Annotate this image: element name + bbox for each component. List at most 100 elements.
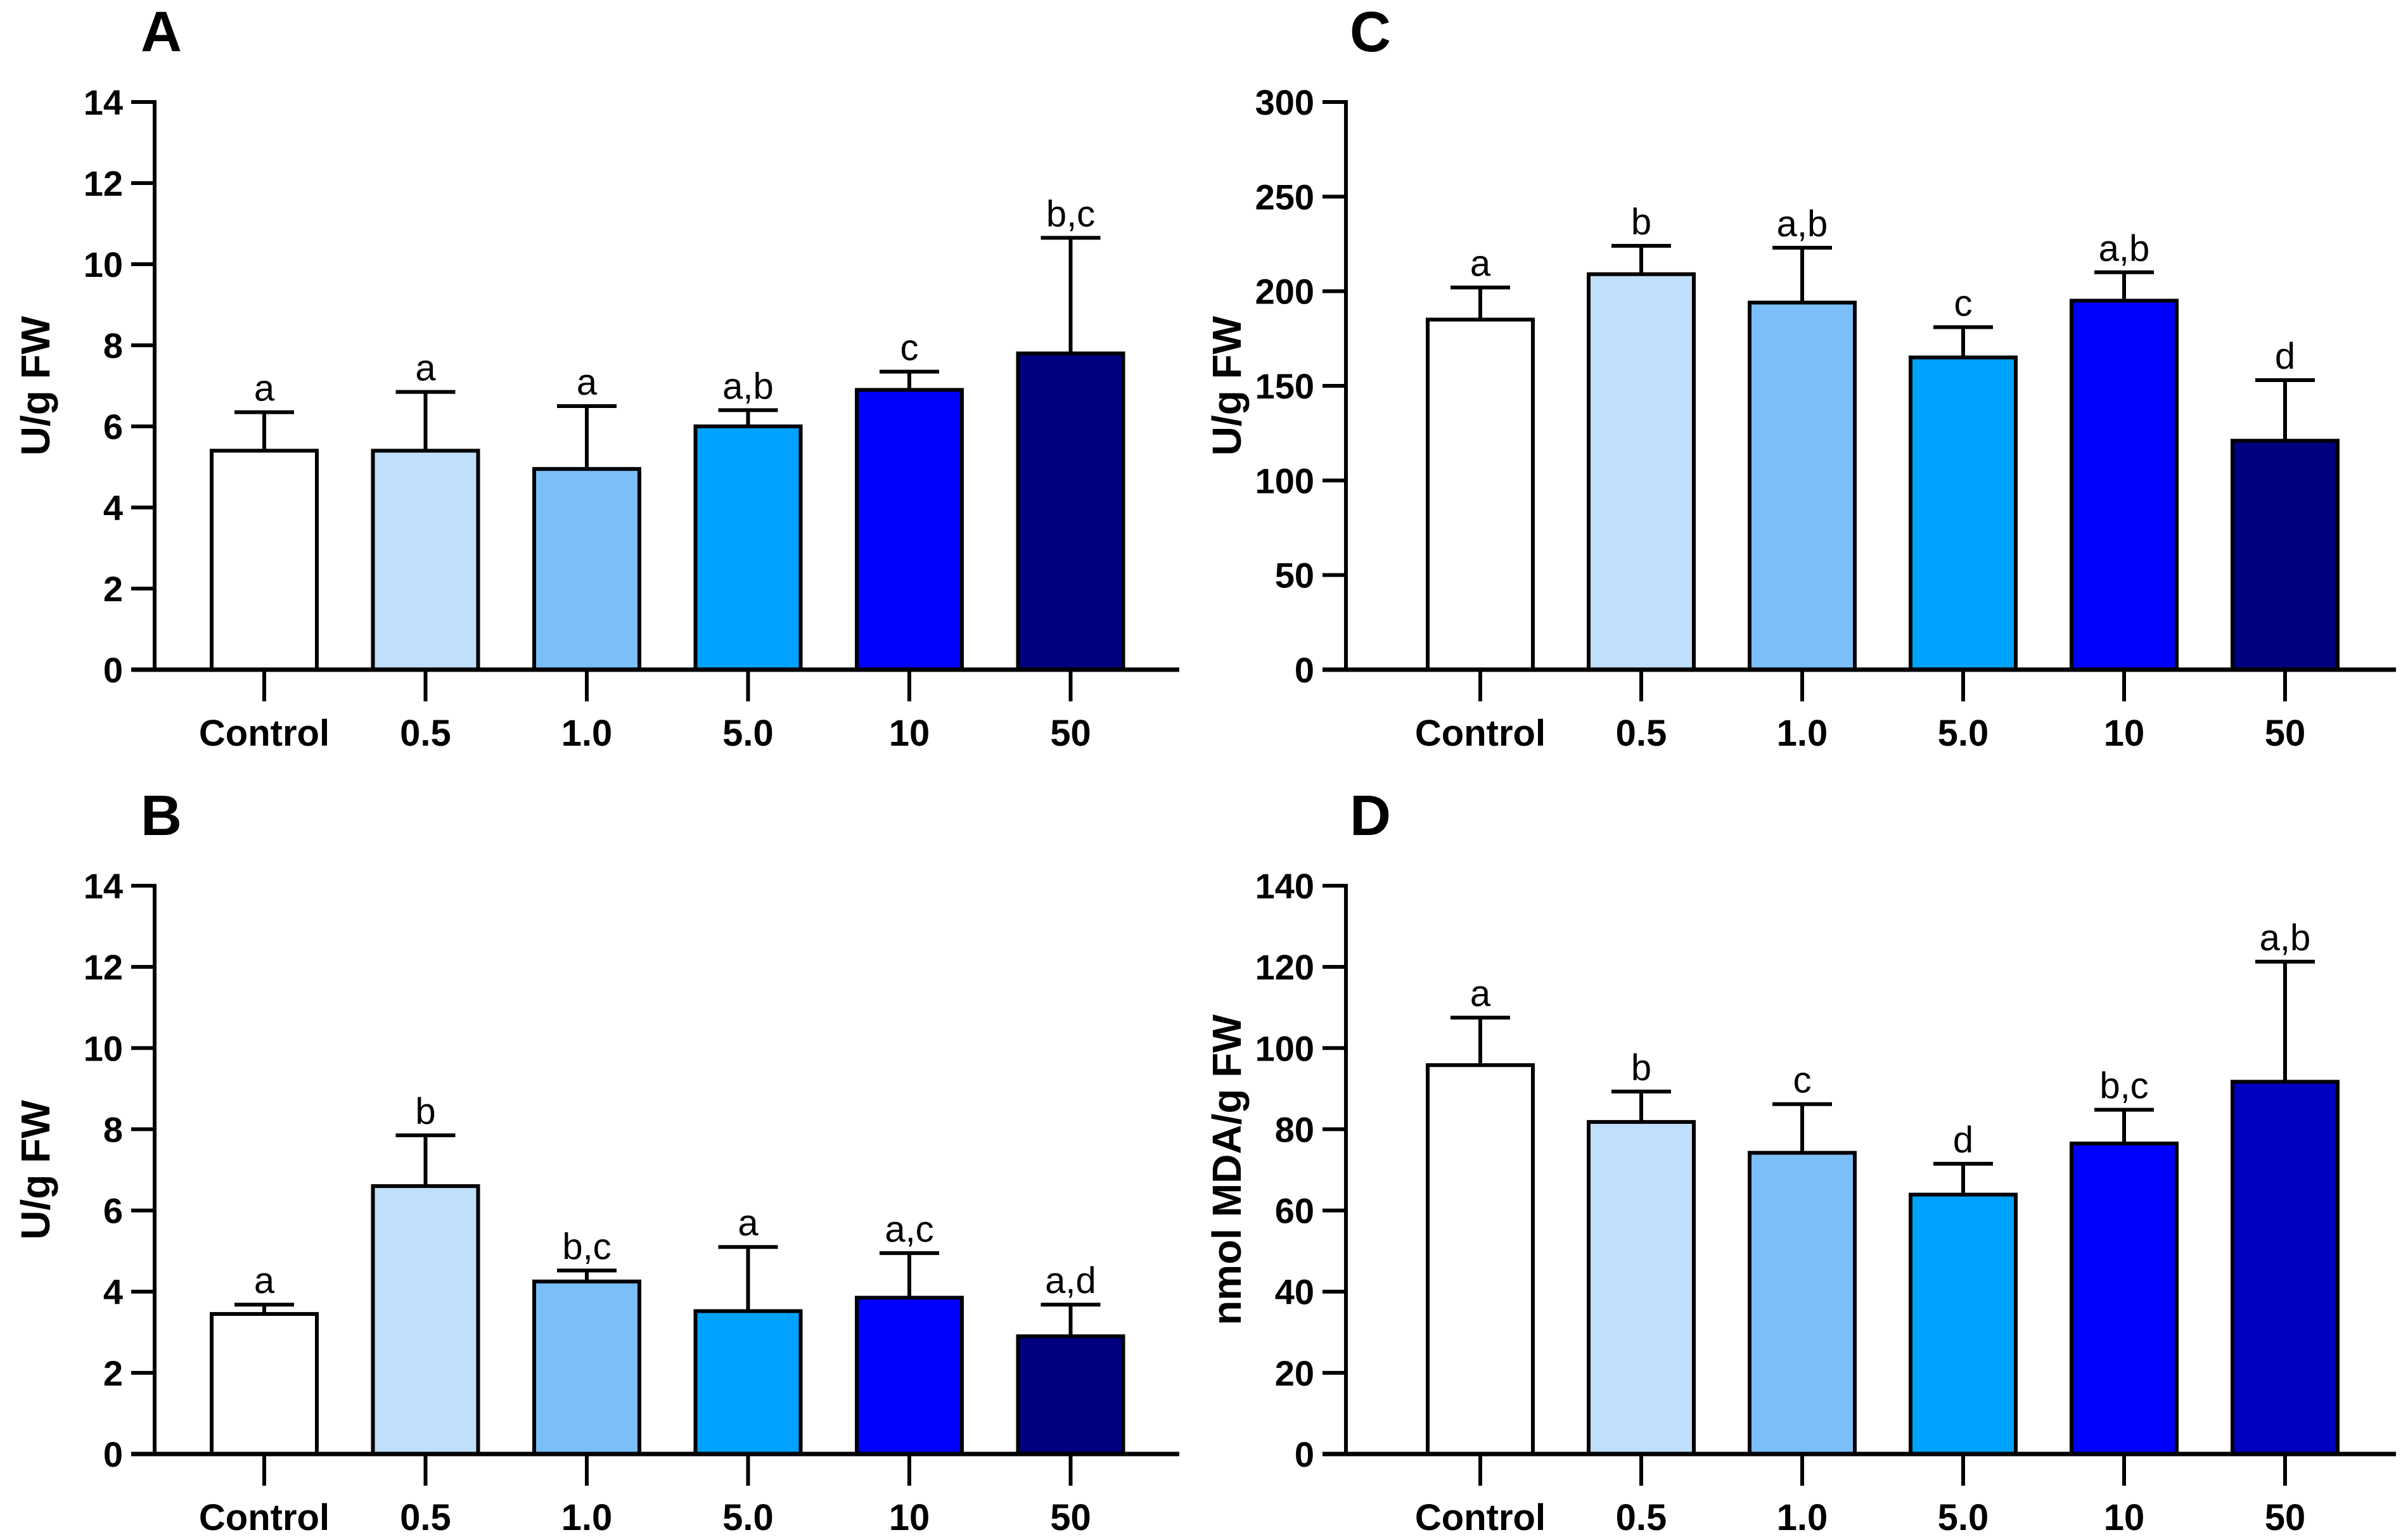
significance-label: a,b: [1777, 203, 1828, 245]
y-tick-label: 8: [103, 326, 123, 366]
x-tick-label: 5.0: [722, 713, 774, 754]
y-tick-label: 150: [1255, 366, 1314, 406]
significance-label: b: [1631, 1047, 1651, 1088]
bar: [532, 1279, 641, 1456]
panel-letter: C: [1350, 1, 1391, 64]
y-tick-label: 10: [84, 245, 123, 284]
x-tick-label: 50: [2265, 1497, 2306, 1537]
bar: [1016, 1334, 1125, 1457]
y-tick-label: 40: [1275, 1272, 1314, 1312]
bar: [1909, 355, 2018, 672]
y-axis-title: U/g FW: [13, 316, 58, 456]
bar: [1748, 1151, 1857, 1456]
significance-label: a: [1470, 243, 1491, 284]
y-tick-label: 0: [1295, 1434, 1314, 1474]
x-tick-label: 50: [1050, 1497, 1091, 1537]
y-tick-label: 6: [103, 407, 123, 447]
y-tick-label: 4: [103, 1272, 123, 1312]
x-tick-label: 10: [889, 713, 930, 754]
y-tick-label: 0: [103, 1434, 123, 1474]
y-tick-label: 0: [1295, 650, 1314, 690]
y-tick-label: 4: [103, 488, 123, 528]
y-tick-label: 14: [84, 82, 123, 122]
y-tick-label: 80: [1275, 1109, 1314, 1149]
significance-label: b,c: [2099, 1066, 2148, 1107]
y-tick-label: 100: [1255, 1028, 1314, 1068]
bar: [855, 1296, 964, 1456]
significance-label: d: [2275, 336, 2295, 377]
bar: [2231, 1080, 2340, 1456]
panel-letter: A: [141, 1, 182, 64]
y-axis-title: U/g FW: [1204, 316, 1250, 456]
significance-label: c: [900, 328, 919, 369]
bar: [371, 449, 480, 672]
y-tick-label: 12: [84, 163, 123, 203]
significance-label: a: [415, 348, 436, 389]
bar: [1909, 1192, 2018, 1457]
y-axis-title: nmol MDA/g FW: [1204, 1014, 1250, 1325]
significance-label: a: [254, 1260, 275, 1301]
bar: [1016, 351, 1125, 672]
significance-label: a,b: [2260, 917, 2311, 959]
y-tick-label: 8: [103, 1109, 123, 1149]
bar: [532, 467, 641, 672]
x-tick-label: 1.0: [561, 1497, 613, 1537]
y-axis-title: U/g FW: [13, 1100, 58, 1240]
significance-label: b: [1631, 201, 1651, 243]
y-tick-label: 2: [103, 1353, 123, 1393]
y-tick-label: 140: [1255, 866, 1314, 906]
x-tick-label: Control: [199, 713, 330, 754]
x-tick-label: 1.0: [1777, 713, 1828, 754]
panel-b: B U/g FW a Control b 0.5 b,c 1.0 a 5.0 a,c 10 a,d 50 0…: [13, 784, 1179, 1537]
bar: [2070, 298, 2179, 672]
y-tick-label: 20: [1275, 1353, 1314, 1393]
y-tick-label: 12: [84, 947, 123, 987]
significance-label: b,c: [562, 1226, 611, 1267]
y-tick-label: 300: [1255, 82, 1314, 122]
panel-a: A U/g FW a Control a 0.5 a 1.0 a,b 5.0 c 10 b,c 50 0 2 4…: [13, 1, 1179, 754]
significance-label: a: [738, 1202, 759, 1244]
x-tick-label: Control: [1415, 1497, 1546, 1537]
bar: [210, 1311, 319, 1457]
significance-label: a,d: [1045, 1260, 1096, 1301]
significance-label: a: [577, 362, 598, 403]
y-tick-label: 14: [84, 866, 123, 906]
y-tick-label: 60: [1275, 1191, 1314, 1231]
x-tick-label: 0.5: [1616, 713, 1667, 754]
bar: [693, 1309, 803, 1456]
significance-label: a: [1470, 973, 1491, 1014]
y-tick-label: 50: [1275, 556, 1314, 596]
x-tick-label: Control: [199, 1497, 330, 1537]
x-tick-label: 0.5: [400, 1497, 451, 1537]
bar: [2070, 1141, 2179, 1456]
x-tick-label: 10: [2104, 1497, 2145, 1537]
panel-letter: D: [1350, 784, 1391, 848]
x-tick-label: 0.5: [1616, 1497, 1667, 1537]
bar: [2231, 438, 2340, 672]
y-tick-label: 100: [1255, 461, 1314, 501]
y-tick-label: 200: [1255, 272, 1314, 312]
bar: [1426, 317, 1535, 672]
significance-label: b: [415, 1091, 435, 1132]
x-tick-label: 10: [889, 1497, 930, 1537]
significance-label: c: [1793, 1060, 1812, 1101]
significance-label: c: [1954, 283, 1973, 324]
panel-letter: B: [141, 784, 182, 848]
significance-label: a,c: [885, 1209, 933, 1250]
bar: [210, 449, 319, 672]
bar: [1426, 1063, 1535, 1456]
x-tick-label: 10: [2104, 713, 2145, 754]
bar: [1587, 1119, 1696, 1457]
y-tick-label: 250: [1255, 177, 1314, 217]
y-tick-label: 0: [103, 650, 123, 690]
bar: [371, 1184, 480, 1456]
y-tick-label: 10: [84, 1028, 123, 1068]
bar: [1587, 272, 1696, 672]
significance-label: a,b: [2099, 228, 2150, 269]
significance-label: a,b: [722, 366, 774, 407]
significance-label: b,c: [1046, 193, 1095, 234]
y-tick-label: 6: [103, 1191, 123, 1231]
significance-label: d: [1953, 1119, 1973, 1161]
